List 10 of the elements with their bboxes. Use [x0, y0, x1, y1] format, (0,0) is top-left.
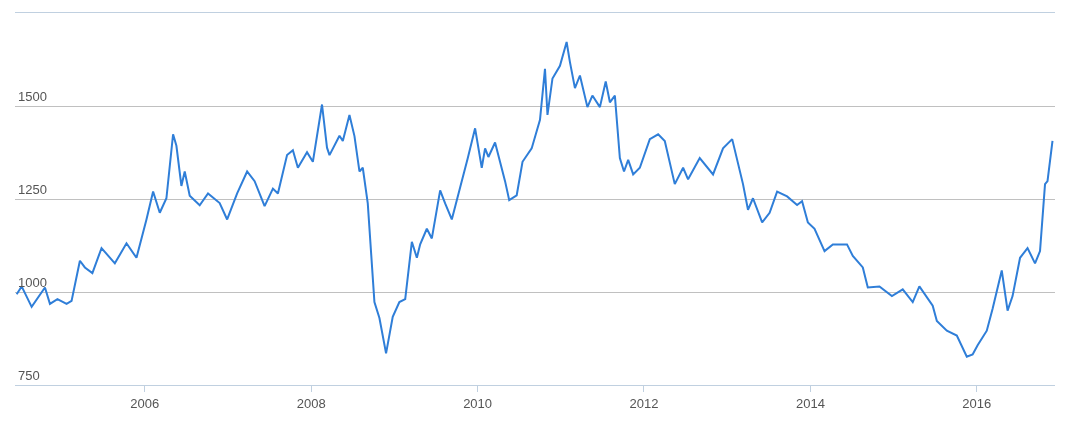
x-tick-label: 2010	[463, 395, 493, 411]
y-tick-label: 750	[18, 368, 40, 384]
y-tick-label: 1500	[18, 89, 47, 105]
x-tick-label: 2014	[795, 395, 825, 411]
x-tick-label: 2008	[296, 395, 326, 411]
x-tick-label: 2016	[962, 395, 992, 411]
y-tick-label: 1250	[18, 182, 47, 198]
y-tick-label: 1000	[18, 275, 47, 291]
x-tick-label: 2012	[629, 395, 659, 411]
x-tick-label: 2006	[130, 395, 160, 411]
